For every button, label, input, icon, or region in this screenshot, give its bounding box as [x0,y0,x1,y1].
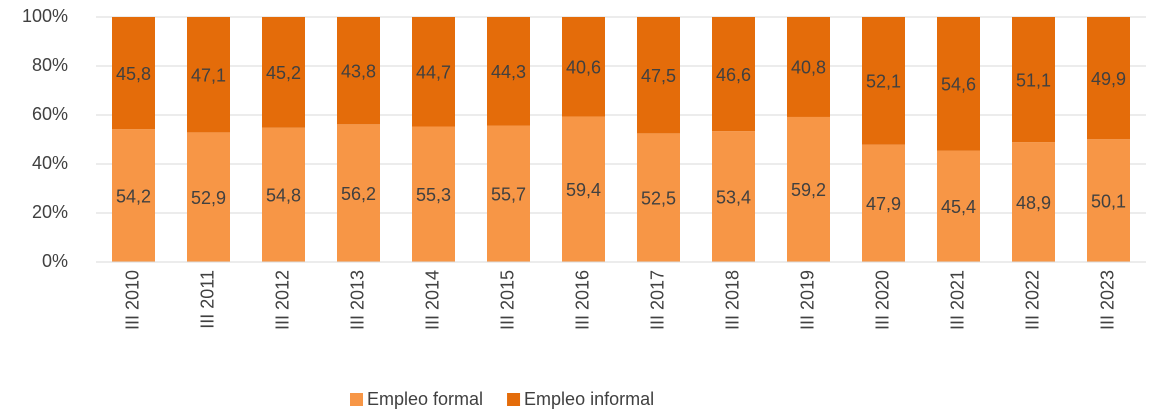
data-label: 59,4 [566,180,601,200]
x-tick-label: III 2018 [722,270,742,330]
data-label: 45,4 [941,197,976,217]
x-tick-label: III 2013 [347,270,367,330]
bar-segment [562,17,605,117]
data-label: 47,5 [641,66,676,86]
bar-segment [412,126,455,262]
data-label: 47,9 [866,194,901,214]
bar-segment [112,129,155,262]
legend-swatch [350,393,363,406]
x-tick-label: III 2012 [272,270,292,330]
bar-segment [187,17,230,133]
data-label: 55,7 [491,185,526,205]
bar-segment [712,17,755,132]
bar-segment [337,124,380,262]
y-tick-label: 100% [22,6,68,26]
data-label: 47,1 [191,65,226,85]
x-tick-label: III 2016 [572,270,592,330]
data-label: 52,1 [866,72,901,92]
bar-segment [187,132,230,262]
y-tick-label: 60% [32,104,68,124]
bar-segment [1087,139,1130,262]
y-tick-label: 40% [32,153,68,173]
bar-segment [787,116,830,263]
legend-swatch [507,393,521,406]
x-tick-label: III 2011 [197,270,217,329]
legend-label: Empleo formal [367,389,483,409]
data-label: 44,3 [491,62,526,82]
data-label: 54,2 [116,186,151,206]
bar-segment [1012,17,1055,143]
bar-segment [1012,142,1055,262]
data-label: 59,2 [791,180,826,200]
x-tick-label: III 2020 [872,270,892,330]
data-label: 48,9 [1016,193,1051,213]
data-label: 54,8 [266,186,301,206]
x-tick-label: III 2022 [1022,270,1042,330]
data-label: 56,2 [341,184,376,204]
y-tick-label: 20% [32,202,68,222]
x-tick-label: III 2023 [1097,270,1117,330]
legend-label: Empleo informal [524,389,654,409]
data-label: 40,6 [566,57,601,77]
bar-segment [562,116,605,262]
bar-segment [112,17,155,130]
x-tick-label: III 2014 [422,270,442,330]
bar-segment [1087,17,1130,140]
data-label: 52,5 [641,188,676,208]
bar-segment [487,17,530,126]
bar-segment [712,131,755,262]
data-label: 44,7 [416,63,451,83]
bar-segment [487,125,530,262]
data-label: 49,9 [1091,69,1126,89]
data-label: 45,8 [116,64,151,84]
bar-segment [787,17,830,117]
y-tick-label: 0% [42,251,68,271]
data-label: 40,8 [791,58,826,78]
bar-segment [937,150,980,262]
bar-segment [637,17,680,134]
data-label: 52,9 [191,188,226,208]
data-label: 45,2 [266,63,301,83]
x-tick-label: III 2019 [797,270,817,330]
bar-segment [262,17,305,128]
x-tick-label: III 2017 [647,270,667,330]
data-label: 55,3 [416,185,451,205]
y-tick-label: 80% [32,55,68,75]
data-label: 53,4 [716,187,751,207]
bar-segment [862,144,905,262]
x-tick-label: III 2010 [122,270,142,330]
data-label: 54,6 [941,75,976,95]
data-label: 43,8 [341,61,376,81]
bar-segment [337,17,380,125]
bar-segment [262,127,305,263]
data-label: 50,1 [1091,191,1126,211]
x-tick-label: III 2021 [947,270,967,330]
x-tick-label: III 2015 [497,270,517,330]
data-label: 46,6 [716,65,751,85]
bar-segment [862,17,905,145]
bar-segment [412,17,455,127]
bar-segment [937,17,980,151]
bar-segment [637,133,680,262]
data-label: 51,1 [1016,70,1051,90]
